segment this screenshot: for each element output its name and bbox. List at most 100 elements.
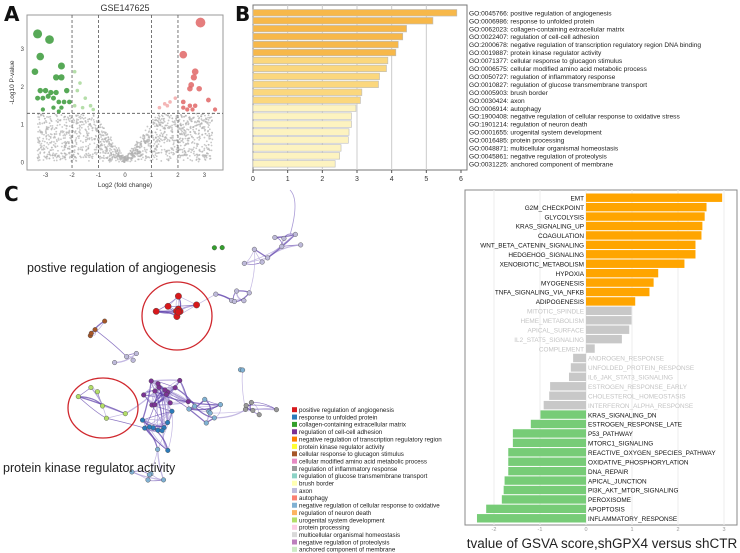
network-node: [219, 245, 225, 251]
ns-point: [49, 154, 52, 157]
ns-point: [138, 151, 141, 154]
point-up_strong: [195, 17, 206, 28]
ns-point: [149, 142, 151, 145]
bar-label: GO:0030424: axon: [469, 98, 525, 105]
ns-point: [142, 156, 144, 159]
ns-point: [166, 158, 168, 161]
network-node: [250, 407, 256, 413]
ns-point: [155, 149, 158, 151]
ns-point: [66, 125, 68, 127]
point-down_strong: [42, 87, 49, 94]
ns-point: [157, 135, 160, 138]
ns-point: [158, 115, 161, 118]
ns-point: [94, 127, 97, 129]
ns-point: [101, 138, 104, 140]
bar-label: ESTROGEN_RESPONSE_LATE: [588, 422, 682, 429]
ns-point: [187, 121, 190, 124]
ns-point: [172, 143, 175, 146]
bar-label: COMPLEMENT: [539, 346, 584, 353]
ns-point: [208, 149, 211, 152]
ns-point: [176, 158, 179, 161]
ns-point: [58, 156, 61, 158]
ns-point: [123, 158, 126, 161]
ns-point: [130, 159, 133, 162]
bar: [252, 96, 361, 104]
ns-point: [168, 149, 171, 152]
ns-point: [79, 120, 82, 123]
x-tick-label: 5: [424, 176, 428, 183]
ns-point: [184, 115, 187, 117]
ns-point: [184, 132, 187, 134]
ns-point: [45, 127, 48, 130]
ns-point: [139, 154, 142, 157]
y-tick-label: 1: [21, 123, 25, 129]
ns-point: [127, 160, 129, 162]
ns-point: [210, 141, 213, 144]
ns-point: [158, 137, 161, 140]
bar-up: [586, 297, 636, 306]
ns-point: [141, 153, 144, 156]
ns-point: [198, 158, 201, 161]
legend-label: anchored component of membrane: [299, 547, 396, 553]
ns-point: [48, 157, 51, 160]
point-up_weak: [157, 105, 162, 110]
ns-point: [160, 132, 163, 135]
ns-point: [59, 134, 61, 136]
ns-point: [85, 154, 88, 156]
ns-point: [41, 148, 43, 151]
legend-swatch: [292, 480, 297, 486]
ns-point: [81, 149, 84, 152]
ns-point: [115, 155, 118, 158]
point-up_strong: [179, 50, 188, 59]
ns-point: [56, 145, 59, 148]
ns-point: [187, 137, 190, 140]
ns-point: [195, 112, 198, 115]
x-tick-label: 3: [722, 527, 725, 533]
ns-point: [190, 148, 192, 151]
point-down_strong: [31, 68, 39, 76]
ns-point: [173, 123, 176, 126]
ns-point: [43, 144, 45, 147]
x-axis-label: tvalue of GSVA score,shGPX4 versus shCTR: [467, 536, 738, 551]
ns-point: [195, 147, 198, 150]
ns-point: [127, 154, 129, 157]
ns-point: [100, 130, 103, 133]
point-up_strong: [190, 107, 195, 112]
ns-point: [162, 132, 165, 135]
ns-point: [107, 159, 110, 162]
ns-point: [47, 143, 50, 146]
ns-point: [68, 114, 71, 117]
ns-point: [91, 157, 94, 160]
bar-up: [586, 240, 696, 250]
ns-point: [210, 116, 213, 119]
ns-point: [103, 144, 106, 146]
ns-point: [55, 130, 58, 133]
ns-point: [166, 114, 169, 117]
ns-point: [82, 114, 85, 117]
ns-point: [147, 156, 150, 158]
ns-point: [79, 140, 82, 142]
ns-point: [45, 128, 48, 131]
ns-point: [163, 120, 166, 123]
network-node: [165, 447, 171, 453]
ns-point: [184, 151, 187, 154]
network-node: [124, 354, 130, 360]
ns-point: [55, 138, 58, 141]
bar-label: HYPOXIA: [556, 271, 585, 278]
bar-label: GO:0031225: anchored component of membra…: [469, 161, 613, 168]
ns-point: [38, 116, 41, 118]
bar-ns: [549, 391, 586, 400]
network-node: [88, 330, 94, 336]
ns-point: [210, 149, 213, 152]
panel-label-a: A: [4, 2, 20, 26]
ns-point: [180, 115, 183, 118]
ns-point: [64, 152, 67, 155]
ns-point: [170, 114, 172, 117]
enrichment-network: postive regulation of angiogenesis protei…: [3, 189, 442, 553]
ns-point: [144, 129, 147, 132]
ns-point: [149, 150, 152, 153]
ns-point: [206, 134, 209, 137]
bar-down: [530, 419, 586, 429]
ns-point: [49, 149, 52, 152]
